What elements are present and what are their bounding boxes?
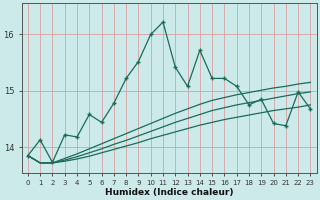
X-axis label: Humidex (Indice chaleur): Humidex (Indice chaleur) [105,188,233,197]
